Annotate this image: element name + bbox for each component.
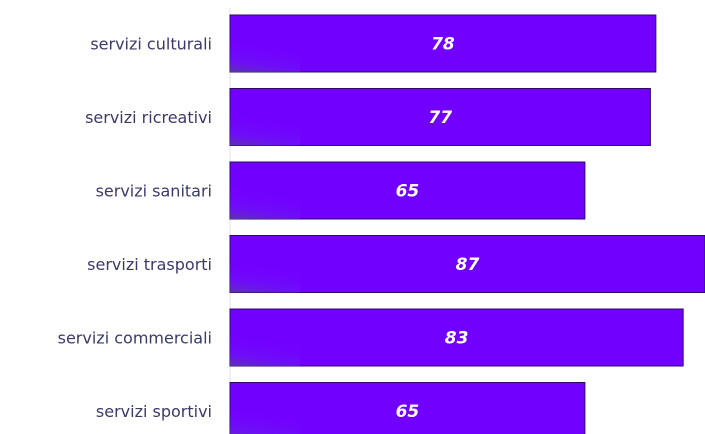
value-label-0: 78 — [431, 35, 455, 55]
value-label-4: 83 — [445, 329, 469, 349]
bar-0 — [229, 14, 657, 73]
category-label-1: servizi ricreativi — [85, 108, 212, 127]
bar-shade-3 — [230, 261, 300, 293]
bar-1 — [229, 88, 651, 146]
category-label-2: servizi sanitari — [96, 182, 212, 201]
value-label-2: 65 — [396, 182, 420, 202]
value-label-3: 87 — [456, 255, 480, 275]
bar-4 — [229, 308, 684, 367]
bars-group — [229, 14, 705, 434]
value-label-5: 65 — [396, 402, 420, 422]
value-label-1: 77 — [428, 108, 452, 128]
bar-shade-4 — [230, 334, 300, 366]
bar-shade-0 — [230, 40, 300, 72]
category-labels: servizi culturali servizi ricreativi servi… — [58, 35, 212, 422]
value-labels: 78 77 65 87 83 65 — [396, 35, 480, 423]
category-label-0: servizi culturali — [90, 35, 212, 54]
bar-3 — [229, 235, 705, 293]
category-label-4: servizi commerciali — [58, 329, 212, 348]
category-label-5: servizi sportivi — [96, 402, 212, 421]
bar-shade-5 — [230, 408, 300, 434]
bar-shade-2 — [230, 187, 300, 219]
category-label-3: servizi trasporti — [87, 255, 212, 274]
bar-shade-1 — [230, 114, 300, 146]
